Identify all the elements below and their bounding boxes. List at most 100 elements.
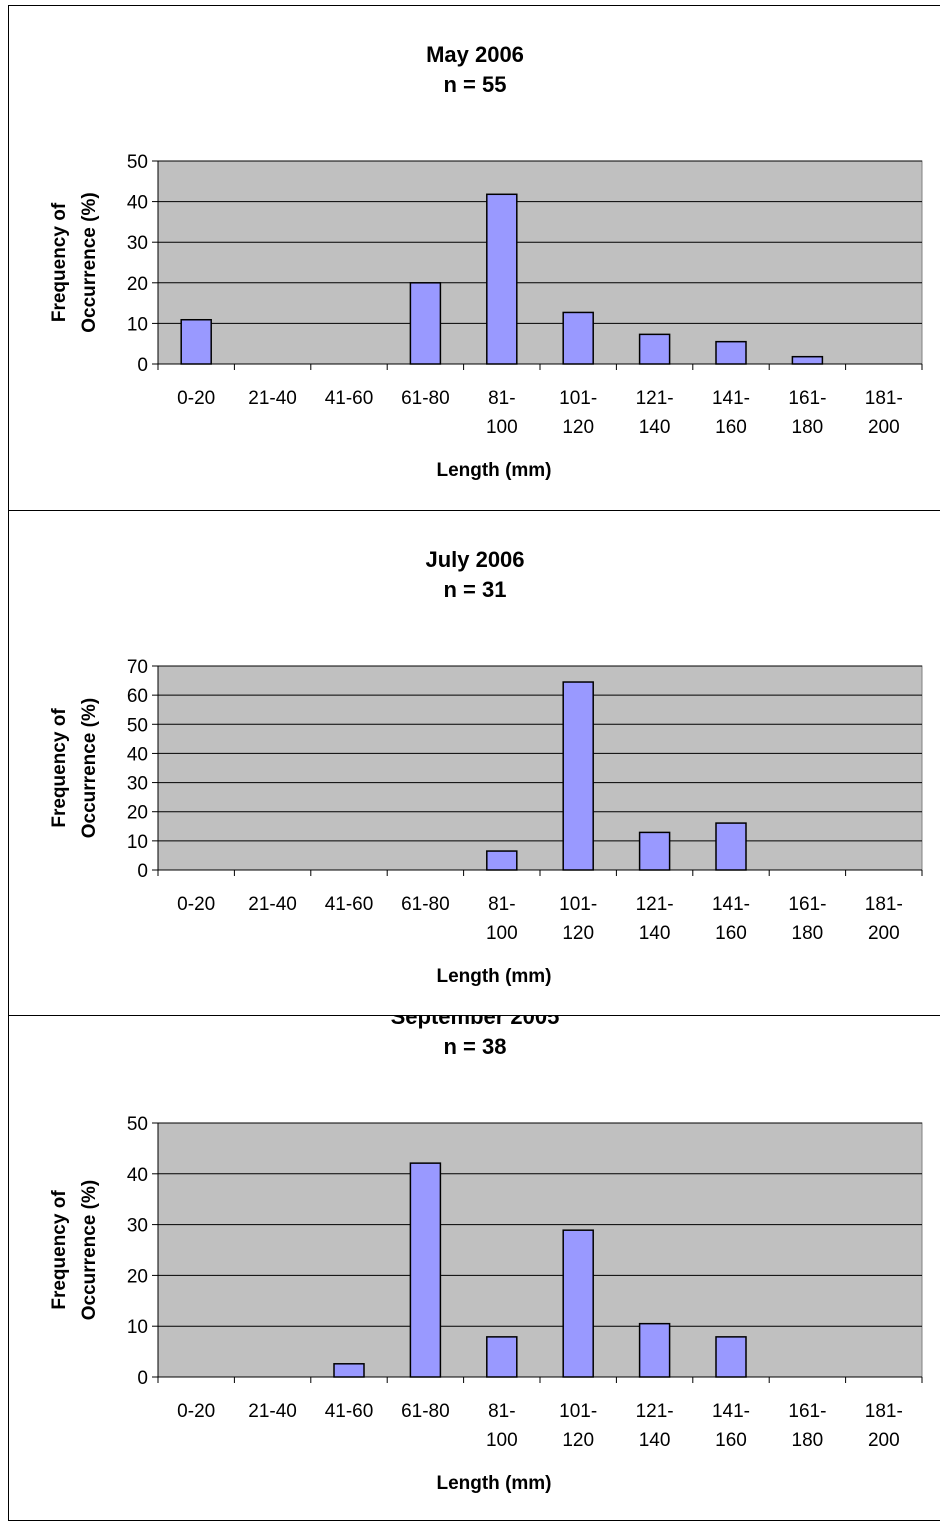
bar: [562, 681, 594, 871]
y-tick-label: 10: [127, 832, 148, 853]
y-tick-label: 10: [127, 314, 148, 335]
y-tick-label: 10: [127, 1317, 148, 1338]
x-tick-label: 141-: [712, 388, 750, 409]
y-tick-label: 40: [127, 193, 148, 214]
y-tick-label: 40: [127, 1165, 148, 1186]
x-tick-label: 141-: [712, 894, 750, 915]
bar: [638, 333, 671, 365]
bar: [715, 340, 747, 365]
bar: [486, 850, 518, 871]
chart-svg: July 2006 n = 31 0 10 20 30 40 50 60 70 0-20 21-40 4…: [49, 547, 923, 987]
x-tick-label: 0-20: [177, 1401, 215, 1422]
x-tick-label: 120: [562, 923, 594, 944]
bar: [180, 318, 212, 365]
x-tick-label: 0-20: [177, 894, 215, 915]
bar: [638, 1322, 671, 1378]
y-tick-label: 0: [137, 355, 148, 376]
chart-subtitle: n = 31: [444, 577, 507, 602]
x-tick-label: 100: [486, 923, 518, 944]
x-tick-label: 100: [486, 1430, 518, 1451]
x-tick-label: 101-: [559, 894, 597, 915]
x-tick-label: 120: [562, 417, 594, 438]
y-tick-label: 0: [137, 861, 148, 882]
y-tick-label: 60: [127, 686, 148, 707]
x-tick-label: 21-40: [248, 1401, 297, 1422]
bar: [409, 282, 442, 365]
y-tick-label: 50: [127, 715, 148, 736]
plot-area: [157, 160, 923, 365]
x-tick-label: 161-: [788, 894, 826, 915]
x-tick-label: 101-: [559, 388, 597, 409]
x-tick-label: 41-60: [325, 1401, 374, 1422]
x-tick-label: 181-: [865, 1401, 903, 1422]
x-tick-label: 181-: [865, 388, 903, 409]
y-tick-label: 20: [127, 1266, 148, 1287]
y-axis-title: Occurrence (%): [79, 698, 100, 838]
y-tick-label: 30: [127, 1216, 148, 1237]
x-tick-label: 61-80: [401, 1401, 450, 1422]
x-tick-label: 121-: [636, 388, 674, 409]
bar: [333, 1363, 365, 1378]
x-tick-label: 121-: [636, 1401, 674, 1422]
x-tick-label: 161-: [788, 1401, 826, 1422]
y-tick-label: 30: [127, 233, 148, 254]
bar: [409, 1162, 442, 1378]
chart-subtitle: n = 55: [444, 72, 507, 97]
chart-subtitle: n = 38: [444, 1034, 507, 1059]
y-axis-title: Frequency of: [49, 1190, 70, 1310]
x-tick-label: 81-: [488, 388, 515, 409]
bar: [562, 311, 594, 365]
x-tick-label: 100: [486, 417, 518, 438]
chart-svg: May 2006 n = 55 0 10 20 30 40 50 0-20 21-40 41-60 6…: [49, 42, 923, 481]
x-tick-label: 0-20: [177, 388, 215, 409]
x-tick-label: 161-: [788, 388, 826, 409]
chart-title: May 2006: [426, 42, 524, 67]
chart-title: September 2005: [391, 1016, 560, 1029]
bar: [486, 193, 518, 365]
x-tick-label: 101-: [559, 1401, 597, 1422]
x-tick-label: 200: [868, 923, 900, 944]
y-tick-label: 70: [127, 657, 148, 678]
plot-area: [157, 665, 923, 871]
x-tick-label: 21-40: [248, 894, 297, 915]
x-tick-label: 81-: [488, 894, 515, 915]
x-axis-title: Length (mm): [436, 460, 551, 481]
x-tick-label: 41-60: [325, 894, 374, 915]
x-axis-title: Length (mm): [436, 1473, 551, 1494]
bar: [486, 1336, 518, 1378]
y-axis-title: Frequency of: [49, 708, 70, 828]
x-tick-label: 121-: [636, 894, 674, 915]
x-tick-label: 160: [715, 923, 747, 944]
y-tick-label: 0: [137, 1368, 148, 1389]
x-tick-label: 120: [562, 1430, 594, 1451]
x-tick-label: 180: [792, 1430, 824, 1451]
x-tick-label: 160: [715, 417, 747, 438]
y-axis-title: Frequency of: [49, 202, 70, 322]
x-tick-label: 140: [639, 1430, 671, 1451]
x-axis-title: Length (mm): [436, 966, 551, 987]
chart-svg: September 2005 n = 38 0 10 20 30 40 50 0-20 21-40…: [49, 1016, 923, 1494]
y-axis-title: Occurrence (%): [79, 192, 100, 332]
x-tick-label: 81-: [488, 1401, 515, 1422]
y-tick-label: 50: [127, 152, 148, 173]
bar: [791, 355, 824, 365]
chart-panel-september-2005: September 2005 n = 38 0 10 20 30 40 50 0-20 21-40…: [8, 1015, 940, 1521]
x-tick-label: 180: [792, 923, 824, 944]
x-tick-label: 61-80: [401, 894, 450, 915]
y-axis-title: Occurrence (%): [79, 1180, 100, 1320]
x-tick-label: 180: [792, 417, 824, 438]
y-tick-label: 20: [127, 803, 148, 824]
x-tick-label: 61-80: [401, 388, 450, 409]
chart-title: July 2006: [425, 547, 524, 572]
y-tick-label: 20: [127, 274, 148, 295]
plot-area: [157, 1122, 923, 1378]
bar: [715, 822, 747, 871]
chart-panel-july-2006: July 2006 n = 31 0 10 20 30 40 50 60 70 0-20 21-40 4…: [8, 510, 940, 1016]
x-tick-label: 200: [868, 417, 900, 438]
y-tick-label: 30: [127, 774, 148, 795]
x-tick-label: 200: [868, 1430, 900, 1451]
x-tick-label: 21-40: [248, 388, 297, 409]
x-tick-label: 41-60: [325, 388, 374, 409]
y-tick-label: 40: [127, 744, 148, 765]
bar: [638, 831, 671, 871]
